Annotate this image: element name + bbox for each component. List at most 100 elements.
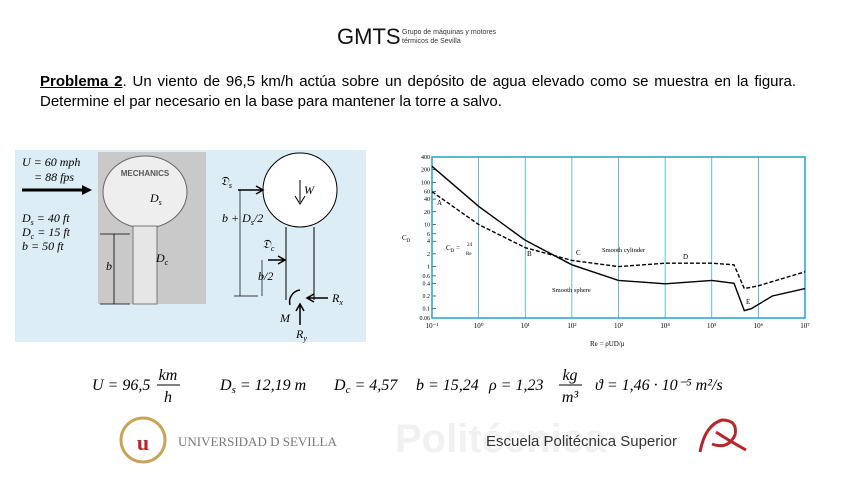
given: Dc = 15 ft xyxy=(21,225,71,241)
x-tick-label: 10⁻¹ xyxy=(426,322,439,330)
plot-frame xyxy=(431,156,806,319)
fbd-label: 𝔇s xyxy=(220,174,232,190)
equation: ϑ = 1,46 · 10⁻⁵ m²/s xyxy=(595,377,723,394)
sub: y xyxy=(302,334,307,343)
y-tick-label: 100 xyxy=(421,180,430,186)
equation: ρ = 1,23 xyxy=(488,377,543,394)
given: Ds = 40 ft xyxy=(21,211,70,227)
fbd-label: b + Ds/2 xyxy=(222,211,263,227)
problem: Problema 2. Un viento de 96,5 km/h actúa… xyxy=(40,72,796,112)
arrow xyxy=(295,302,305,325)
photo-label: Ds xyxy=(149,191,162,207)
school-name: Escuela Politécnica Superior xyxy=(486,433,677,450)
sym: 𝔇 xyxy=(262,237,272,251)
y-tick-label: 2 xyxy=(427,252,430,258)
sym: D xyxy=(219,377,232,394)
sub: s xyxy=(229,181,232,190)
university-name: UNIVERSIDAD D SEVILLA xyxy=(178,434,337,449)
point-label: E xyxy=(746,298,750,306)
moment xyxy=(288,289,301,306)
column xyxy=(132,225,158,305)
header-logo: GMTS xyxy=(337,24,401,49)
y-label: CD xyxy=(402,234,411,244)
y-tick-label: 0.1 xyxy=(423,307,431,313)
part: /2 xyxy=(253,211,263,225)
eq-num: kg xyxy=(562,367,577,384)
arrow xyxy=(82,185,92,195)
sym: C xyxy=(446,244,451,252)
equation: U = 96,5 xyxy=(92,377,150,394)
formula: CD = xyxy=(446,244,460,254)
sub: s xyxy=(232,384,236,396)
header-line: Grupo de máquinas y motores xyxy=(402,29,497,36)
dim xyxy=(234,190,263,297)
dim xyxy=(100,233,130,305)
sub: s xyxy=(31,218,34,227)
school-logo xyxy=(698,418,747,453)
y-tick-label: 10 xyxy=(424,222,430,228)
rest: = 12,19 m xyxy=(236,377,306,394)
y-tick-label: 0.06 xyxy=(420,316,431,322)
point-label: A xyxy=(437,199,442,207)
part: b + D xyxy=(222,211,251,225)
series-line xyxy=(431,191,806,290)
sym: D xyxy=(333,377,346,394)
equation: Ds = 12,19 m xyxy=(219,377,306,396)
sub: c xyxy=(271,244,275,253)
given: U = 60 mph xyxy=(22,155,80,169)
sym: 𝔇 xyxy=(220,174,230,188)
y-tick-label: 4 xyxy=(427,239,430,245)
fbd-label: 𝔇c xyxy=(262,237,275,253)
arrow xyxy=(238,185,265,195)
formula-num: 24 xyxy=(467,243,473,248)
rest: = 15 ft xyxy=(34,225,70,239)
fbd-label: b/2 xyxy=(258,269,273,283)
sym: R xyxy=(295,327,304,341)
x-label: Re = ρUD/μ xyxy=(590,340,625,348)
photo-label: Dc xyxy=(155,251,169,267)
y-tick-label: 0.4 xyxy=(423,281,431,287)
rest: = 40 ft xyxy=(34,211,70,225)
x-tick-label: 10⁵ xyxy=(707,322,717,330)
formula-den: Re xyxy=(466,252,472,257)
eq-den: h xyxy=(164,389,172,406)
sym: D xyxy=(21,225,31,239)
sub: x xyxy=(338,298,343,307)
arrow xyxy=(268,255,287,265)
arrow xyxy=(305,293,328,303)
series-label: Smooth cylinder xyxy=(602,247,646,254)
tank xyxy=(102,155,188,229)
y-tick-label: 200 xyxy=(421,168,430,174)
y-tick-label: 400 xyxy=(421,155,430,161)
sym: D xyxy=(149,191,159,205)
y-tick-label: 6 xyxy=(427,232,430,238)
y-tick-label: 40 xyxy=(424,197,430,203)
x-tick-label: 10⁷ xyxy=(800,322,810,330)
eq: = xyxy=(454,244,460,252)
fbd-label: W xyxy=(304,183,315,197)
sub: c xyxy=(165,258,169,267)
equation: Dc = 4,57 xyxy=(333,377,398,396)
y-tick-label: 60 xyxy=(424,190,430,196)
eq-den: m³ xyxy=(562,389,579,406)
y-tick-label: 0.2 xyxy=(423,294,431,300)
y-tick-label: 1 xyxy=(427,265,430,271)
problem-text: . Un viento de 96,5 km/h actúa sobre un … xyxy=(40,73,797,110)
x-tick-label: 10⁰ xyxy=(474,322,484,330)
watermark: Politécnica xyxy=(395,417,607,461)
point-label: B xyxy=(527,250,532,258)
y-tick-label: 20 xyxy=(424,210,430,216)
x-tick-label: 10¹ xyxy=(521,322,530,330)
sub: c xyxy=(346,384,351,396)
problem-label: Problema 2 xyxy=(40,73,123,90)
tank-text: MECHANICS xyxy=(121,169,170,178)
x-tick-label: 10⁶ xyxy=(754,322,764,330)
fbd-column xyxy=(285,227,315,300)
point-label: C xyxy=(576,249,581,257)
fbd-label: Ry xyxy=(295,327,307,343)
sym: D xyxy=(155,251,165,265)
x-tick-label: 10² xyxy=(567,322,576,330)
photo-label: b xyxy=(106,259,112,273)
